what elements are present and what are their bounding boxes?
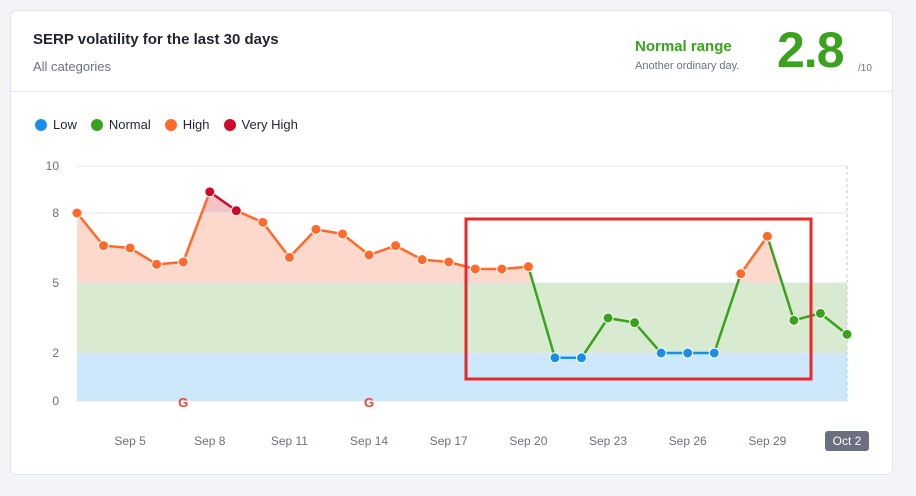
volatility-chart: 0 2 5 8 10 Sep 5 Sep 8 Sep 11 Sep 14 Sep 17 Sep 20… [46, 159, 869, 451]
legend-dot-high [164, 118, 177, 131]
data-point [283, 251, 295, 263]
x-tick-label: Sep 23 [589, 434, 627, 448]
legend-label-high: High [182, 117, 210, 132]
data-point [177, 256, 189, 268]
legend-label-low: Low [53, 117, 77, 132]
y-tick-label: 0 [52, 394, 59, 408]
y-tick-label: 10 [46, 159, 60, 173]
volatility-score-max: /10 [858, 63, 872, 74]
x-tick-label: Sep 8 [194, 434, 226, 448]
series-line-segment [633, 321, 663, 355]
x-tick-label: Sep 26 [669, 434, 707, 448]
data-point [682, 347, 694, 359]
y-tick-label: 2 [52, 346, 59, 360]
band-high [77, 213, 847, 283]
series-line-segment [766, 235, 796, 322]
legend-label-very-high: Very High [241, 117, 298, 132]
y-tick-label: 5 [52, 276, 59, 290]
google-update-icon: G [364, 395, 374, 410]
data-point [257, 216, 269, 228]
series-line-segment [739, 235, 769, 275]
card-subtitle: All categories [33, 59, 112, 74]
data-point [708, 347, 720, 359]
serp-volatility-card: SERP volatility for the last 30 days All… [10, 10, 893, 475]
card-title: SERP volatility for the last 30 days [33, 31, 279, 48]
highlight-box [464, 217, 813, 381]
series-line-segment [261, 221, 291, 259]
legend-item-normal[interactable]: Normal [90, 117, 151, 132]
data-point [629, 317, 641, 329]
series-line-segment [819, 312, 849, 336]
band-low [77, 353, 847, 401]
data-point [416, 254, 428, 266]
data-point [788, 314, 800, 326]
x-tick-label: Sep 14 [350, 434, 388, 448]
data-point [469, 263, 481, 275]
data-point [230, 205, 242, 217]
series-line-segment [288, 228, 318, 259]
data-point [151, 258, 163, 270]
card-header: SERP volatility for the last 30 days All… [11, 11, 892, 92]
data-point [841, 328, 853, 340]
data-point [602, 312, 614, 324]
data-point [71, 207, 83, 219]
data-point [337, 228, 349, 240]
range-label: Normal range [635, 38, 732, 55]
data-point [204, 186, 216, 198]
legend-item-high[interactable]: High [164, 117, 210, 132]
x-tick-label: Sep 11 [271, 434, 308, 448]
data-point [124, 242, 136, 254]
data-point [363, 249, 375, 261]
legend-dot-very-high [223, 118, 236, 131]
data-point [390, 240, 402, 252]
data-point [575, 352, 587, 364]
y-tick-label: 8 [52, 206, 59, 220]
data-point [98, 240, 110, 252]
data-point [496, 263, 508, 275]
x-tick-highlight [825, 431, 869, 451]
data-point [310, 223, 322, 235]
x-tick-label: Sep 29 [748, 434, 786, 448]
series-line-segment [75, 211, 105, 247]
series-line-segment [181, 190, 212, 264]
x-tick-label: Sep 20 [509, 434, 547, 448]
legend-item-low[interactable]: Low [35, 117, 77, 132]
x-tick-label: Sep 17 [430, 434, 468, 448]
data-point [655, 347, 667, 359]
chart-legend: Low Normal High Very High [35, 117, 298, 132]
google-update-icon: G [178, 395, 188, 410]
series-line-segment [580, 316, 610, 360]
data-point [761, 230, 773, 242]
legend-dot-normal [90, 118, 103, 131]
data-point [522, 261, 534, 273]
data-point [549, 352, 561, 364]
data-point [443, 256, 455, 268]
data-point [814, 307, 826, 319]
legend-dot-low [35, 118, 47, 131]
volatility-score: 2.8 [777, 22, 845, 78]
band-very-high [77, 191, 847, 213]
series-line-segment [341, 232, 371, 257]
x-tick-label: Sep 5 [114, 434, 146, 448]
series-line-segment [527, 265, 557, 360]
range-description: Another ordinary day. [635, 60, 740, 72]
data-point [735, 268, 747, 280]
legend-item-very-high[interactable]: Very High [223, 117, 298, 132]
x-tick-label: Oct 2 [833, 434, 862, 448]
legend-label-normal: Normal [108, 117, 151, 132]
series-line-segment [712, 272, 743, 355]
